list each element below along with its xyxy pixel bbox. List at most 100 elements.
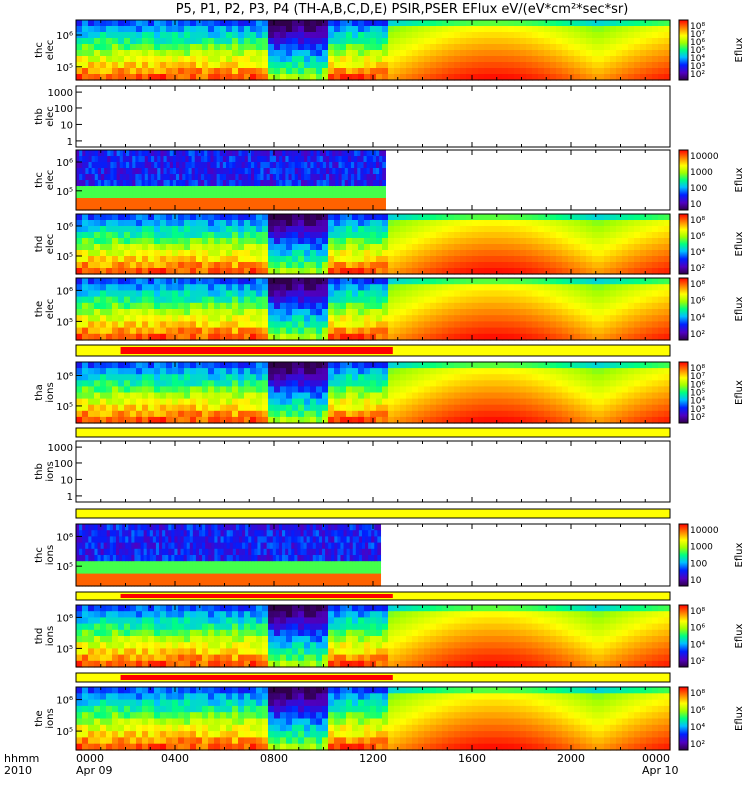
- spectrogram-cell: [358, 392, 365, 400]
- spectrogram-cell: [382, 398, 389, 406]
- spectrogram-cell: [460, 410, 467, 418]
- spectrogram-cell: [214, 68, 221, 75]
- spectrogram-cell: [202, 20, 209, 27]
- spectrogram-cell: [141, 198, 146, 205]
- spectrogram-cell: [82, 302, 89, 310]
- spectrogram-cell: [335, 180, 340, 187]
- spectrogram-cell: [100, 232, 107, 239]
- spectrogram-cell: [460, 226, 467, 233]
- spectrogram-cell: [424, 32, 431, 39]
- spectrogram-cell: [124, 362, 131, 369]
- spectrogram-cell: [122, 204, 127, 211]
- spectrogram-cell: [532, 26, 539, 33]
- spectrogram-cell: [418, 290, 425, 298]
- spectrogram-cell: [526, 327, 533, 335]
- spectrogram-cell: [502, 333, 509, 341]
- spectrogram-cell: [332, 162, 336, 169]
- spectrogram-cell: [268, 50, 275, 57]
- spectrogram-cell: [442, 44, 449, 51]
- spectrogram-cell: [580, 62, 587, 69]
- colorbar-tick-label: 1000: [690, 168, 713, 178]
- spectrogram-cell: [94, 309, 101, 316]
- spectrogram-cell: [382, 150, 386, 157]
- spectrogram-cell: [400, 368, 407, 375]
- spectrogram-cell: [76, 168, 80, 175]
- spectrogram-cell: [196, 20, 203, 27]
- spectrogram-cell: [430, 368, 437, 375]
- spectrogram-cell: [382, 386, 389, 394]
- spectrogram-cell: [207, 204, 211, 211]
- spectrogram-cell: [604, 302, 611, 310]
- spectrogram-cell: [166, 315, 173, 322]
- spectrogram-cell: [556, 232, 563, 239]
- spectrogram-cell: [610, 268, 617, 275]
- spectrogram-cell: [382, 26, 389, 33]
- spectrogram-cell: [484, 302, 491, 310]
- spectrogram-cell: [251, 174, 255, 181]
- spectrogram-cell: [76, 74, 83, 81]
- spectrogram-cell: [460, 302, 467, 310]
- spectrogram-cell: [424, 404, 431, 412]
- spectrogram-cell: [382, 214, 389, 221]
- spectrogram-cell: [406, 290, 413, 298]
- spectrogram-cell: [334, 74, 341, 81]
- spectrogram-cell: [148, 44, 155, 51]
- spectrogram-cell: [208, 74, 215, 81]
- spectrogram-cell: [646, 333, 653, 341]
- spectrogram-cell: [448, 302, 455, 310]
- spectrogram-cell: [130, 232, 137, 239]
- spectrogram-cell: [604, 296, 611, 304]
- spectrogram-cell: [274, 26, 281, 33]
- spectrogram-cell: [272, 192, 277, 199]
- spectrogram-cell: [346, 368, 353, 375]
- spectrogram-cell: [376, 309, 383, 316]
- spectrogram-cell: [136, 214, 143, 221]
- spectrogram-cell: [263, 186, 268, 193]
- spectrogram-cell: [288, 198, 293, 205]
- spectrogram-cell: [442, 296, 449, 304]
- spectrogram-cell: [238, 32, 245, 39]
- spectrogram-cell: [472, 268, 479, 275]
- spectrogram-cell: [562, 238, 569, 245]
- spectrogram-cell: [326, 174, 330, 181]
- spectrogram-cell: [274, 321, 281, 329]
- colorbar-scale: [678, 213, 689, 275]
- spectrogram-cell: [154, 410, 161, 418]
- spectrogram-cell: [130, 398, 137, 406]
- spectrogram-cell: [478, 26, 485, 33]
- spectrogram-cell: [310, 32, 317, 39]
- spectrogram-cell: [124, 290, 131, 298]
- spectrogram-cell: [370, 32, 377, 39]
- spectrogram-cell: [538, 20, 545, 27]
- spectrogram-cell: [244, 156, 249, 163]
- spectrogram-cell: [82, 333, 89, 341]
- spectrogram-cell: [376, 168, 380, 175]
- spectrogram-cell: [354, 186, 358, 193]
- spectrogram-cell: [138, 186, 143, 193]
- spectrogram-cell: [119, 204, 124, 211]
- spectrogram-cell: [262, 268, 269, 275]
- spectrogram-cell: [166, 56, 173, 63]
- spectrogram-cell: [628, 26, 635, 33]
- spectrogram-cell: [538, 309, 545, 316]
- spectrogram-cell: [538, 74, 545, 81]
- spectrogram-cell: [394, 232, 401, 239]
- spectrogram-cell: [222, 150, 227, 157]
- spectrogram-cell: [94, 386, 101, 394]
- spectrogram-cell: [101, 150, 105, 157]
- spectrogram-cell: [214, 220, 221, 227]
- spectrogram-cell: [352, 232, 359, 239]
- spectrogram-cell: [400, 386, 407, 394]
- spectrogram-cell: [272, 180, 277, 187]
- spectrogram-cell: [262, 386, 269, 394]
- spectrogram-cell: [442, 226, 449, 233]
- spectrogram-cell: [340, 327, 347, 335]
- spectrogram-cell: [496, 302, 503, 310]
- spectrogram-cell: [190, 404, 197, 412]
- spectrogram-cell: [268, 374, 275, 381]
- spectrogram-cell: [286, 268, 293, 275]
- spectrogram-cell: [304, 268, 311, 275]
- spectrogram-cell: [538, 220, 545, 227]
- spectrogram-cell: [372, 204, 377, 211]
- colorbar-tick-label: 10²: [690, 264, 705, 274]
